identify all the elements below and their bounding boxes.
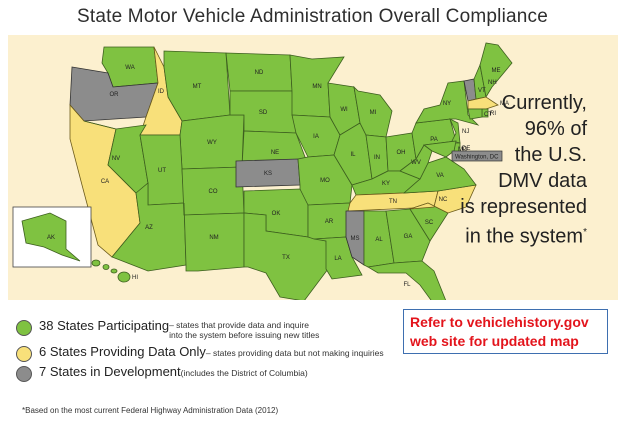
state-label-ar: AR [325, 219, 334, 225]
state-label-hi: HI [132, 275, 138, 281]
state-label-al: AL [375, 237, 383, 243]
legend-desc-participating: – states that provide data and inquire i… [169, 320, 320, 340]
state-label-in: IN [374, 155, 380, 161]
legend-desc-development: (includes the District of Columbia) [180, 368, 308, 378]
state-nm[interactable] [183, 202, 245, 272]
state-az[interactable] [111, 182, 187, 272]
state-label-ok: OK [272, 211, 281, 217]
map-panel: Washington, DC WA OR CA ID NV MT WY UT AZ CO NM ND S… [8, 35, 618, 300]
legend-label-development: 7 States in Development [39, 364, 181, 379]
state-ak[interactable] [21, 212, 81, 262]
state-label-ms: MS [351, 236, 360, 242]
state-label-nv: NV [112, 156, 120, 162]
callout-line-5: is represented [460, 196, 587, 218]
green-dot-icon [16, 320, 32, 336]
legend-item-development: 7 States in Development (includes the Di… [16, 364, 308, 382]
callout-asterisk: * [583, 227, 587, 238]
state-label-fl: FL [403, 282, 411, 288]
state-label-az: AZ [145, 225, 153, 231]
state-label-pa: PA [430, 137, 438, 143]
state-label-mn: MN [312, 84, 321, 90]
state-label-ky: KY [382, 181, 390, 187]
state-ny[interactable] [415, 80, 480, 126]
callout-line-6: in the system* [465, 225, 587, 248]
updated-map-notice: Refer to vehiclehistory.gov web site for… [403, 309, 608, 354]
legend-item-data-only: 6 States Providing Data Only – states pr… [16, 344, 384, 362]
callout-line-4: DMV data [498, 170, 587, 192]
state-label-ri: RI [490, 111, 496, 117]
state-label-ne: NE [271, 150, 279, 156]
state-label-nj: NJ [462, 129, 469, 135]
callout-line-2: 96% of [524, 118, 587, 140]
legend-label-data-only: 6 States Providing Data Only [39, 344, 206, 359]
state-label-nd: ND [255, 70, 264, 76]
state-label-wa: WA [125, 65, 134, 71]
state-ga[interactable] [385, 208, 431, 264]
state-label-sd: SD [259, 110, 268, 116]
state-md[interactable] [422, 140, 457, 158]
us-compliance-map: Washington, DC WA OR CA ID NV MT WY UT AZ CO NM ND S… [12, 42, 513, 300]
state-label-me: ME [492, 68, 501, 74]
legend-label-participating: 38 States Participating [39, 318, 170, 333]
state-label-ga: GA [404, 234, 413, 240]
state-ms[interactable] [345, 210, 365, 266]
notice-line-1: Refer to vehiclehistory.gov [410, 314, 589, 330]
callout-line-1: Currently, [501, 92, 587, 114]
state-label-ia: IA [313, 134, 319, 140]
legend-item-participating: 38 States Participating – states that pr… [16, 318, 324, 340]
state-label-ca: CA [101, 179, 109, 185]
state-label-tn: TN [389, 199, 397, 205]
state-label-de: DE [462, 146, 470, 152]
state-label-nh: NH [488, 80, 497, 86]
gray-dot-icon [16, 366, 32, 382]
state-label-ut: UT [158, 168, 166, 174]
yellow-dot-icon [16, 346, 32, 362]
state-label-vt: VT [478, 88, 486, 94]
callout-line-3: the U.S. [514, 144, 587, 166]
state-label-tx: TX [282, 255, 290, 261]
state-label-wv: WV [411, 160, 421, 166]
state-label-il: IL [350, 152, 356, 158]
notice-line-2: web site for updated map [410, 333, 579, 349]
state-fl[interactable] [366, 260, 447, 300]
state-hi[interactable] [91, 259, 131, 283]
state-ct[interactable] [467, 108, 483, 120]
state-label-va: VA [436, 173, 444, 179]
state-label-wi: WI [340, 107, 348, 113]
state-label-ct: CT [484, 112, 492, 118]
state-label-id: ID [158, 89, 165, 95]
state-label-oh: OH [397, 150, 406, 156]
state-label-mi: MI [370, 110, 377, 116]
coverage-callout: Currently, 96% of the U.S. DMV data is r… [387, 90, 587, 250]
state-tx[interactable] [243, 212, 329, 300]
dc-marker[interactable]: Washington, DC [451, 150, 503, 162]
state-label-mt: MT [193, 84, 202, 90]
state-label-la: LA [334, 256, 341, 262]
state-label-mo: MO [320, 178, 330, 184]
state-label-ny: NY [443, 101, 451, 107]
state-label-sc: SC [425, 220, 434, 226]
state-label-nc: NC [439, 197, 448, 203]
state-label-wy: WY [207, 140, 217, 146]
state-label-ks: KS [264, 171, 272, 177]
legend-desc-data-only: – states providing data but not making i… [205, 348, 384, 358]
state-label-ma: MA [500, 101, 509, 107]
state-label-or: OR [110, 92, 120, 98]
state-label-nm: NM [209, 235, 218, 241]
state-ma[interactable] [467, 96, 499, 110]
state-label-co: CO [209, 189, 218, 195]
state-va[interactable] [402, 156, 477, 194]
state-label-ak: AK [47, 235, 55, 241]
svg-text:Washington, DC: Washington, DC [455, 155, 499, 161]
map-title: State Motor Vehicle Administration Overa… [76, 6, 549, 27]
footnote: *Based on the most current Federal Highw… [22, 406, 279, 415]
state-label-md: MD [458, 147, 468, 153]
